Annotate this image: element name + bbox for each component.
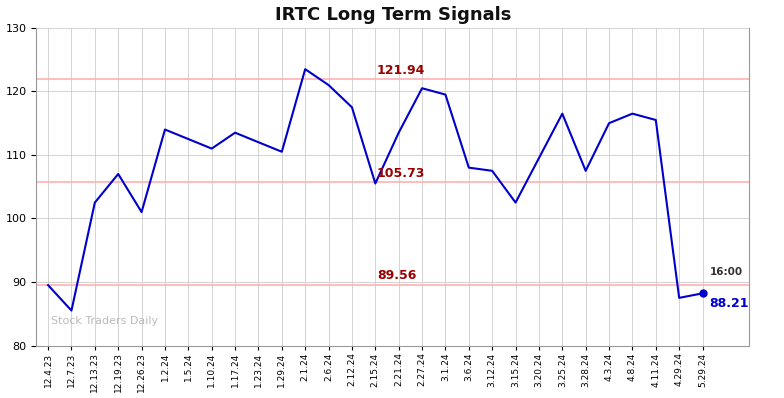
Text: 105.73: 105.73 bbox=[377, 166, 425, 179]
Text: Stock Traders Daily: Stock Traders Daily bbox=[51, 316, 158, 326]
Title: IRTC Long Term Signals: IRTC Long Term Signals bbox=[274, 6, 511, 23]
Text: 121.94: 121.94 bbox=[377, 64, 425, 76]
Text: 89.56: 89.56 bbox=[377, 269, 416, 282]
Text: 16:00: 16:00 bbox=[710, 267, 742, 277]
Text: 88.21: 88.21 bbox=[710, 297, 749, 310]
